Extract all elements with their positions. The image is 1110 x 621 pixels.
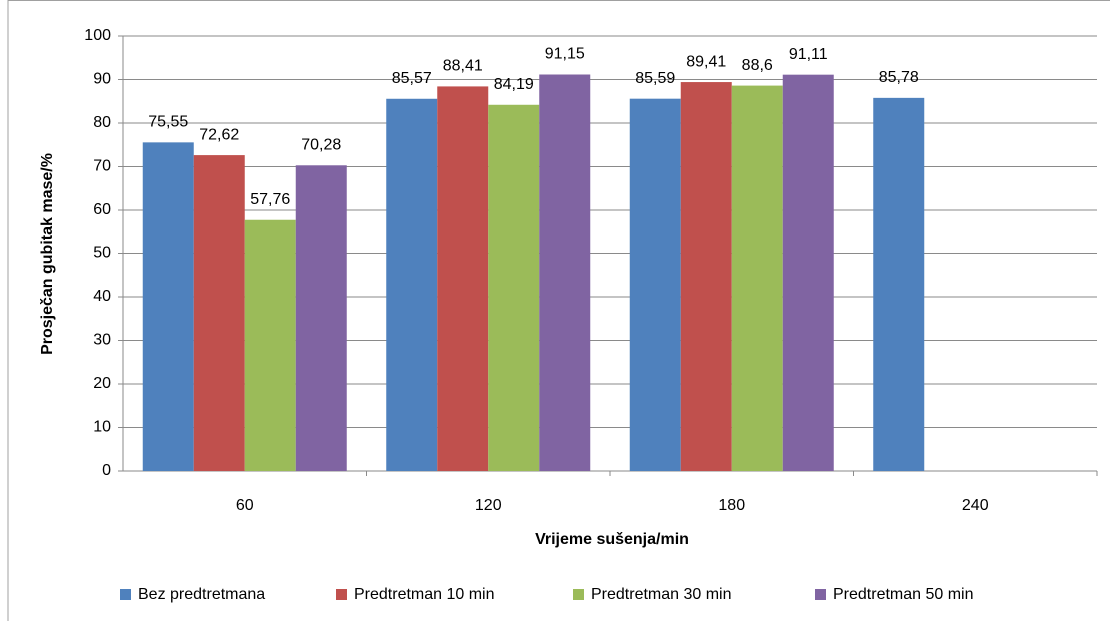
x-tick-label: 60 bbox=[236, 497, 254, 514]
y-tick-label: 70 bbox=[93, 158, 111, 175]
legend-label: Predtretman 30 min bbox=[591, 586, 732, 603]
y-tick-label: 60 bbox=[93, 201, 111, 218]
y-tick-label: 30 bbox=[93, 332, 111, 349]
legend-label: Bez predtretmana bbox=[138, 586, 265, 603]
bar bbox=[488, 104, 540, 471]
data-label: 91,15 bbox=[545, 46, 585, 63]
y-axis-title: Prosječan gubitak mase/% bbox=[39, 153, 56, 355]
y-tick-label: 0 bbox=[102, 462, 111, 479]
bar bbox=[295, 165, 347, 472]
legend-label: Predtretman 50 min bbox=[833, 586, 974, 603]
bar bbox=[782, 74, 834, 471]
data-label: 88,6 bbox=[742, 57, 773, 74]
bar bbox=[142, 142, 194, 472]
y-tick-label: 100 bbox=[84, 27, 111, 44]
bar bbox=[386, 98, 438, 471]
x-axis-title: Vrijeme sušenja/min bbox=[535, 531, 689, 548]
x-tick-label: 180 bbox=[718, 497, 745, 514]
y-tick-label: 10 bbox=[93, 419, 111, 436]
x-tick-label: 240 bbox=[962, 497, 989, 514]
y-tick-label: 50 bbox=[93, 245, 111, 262]
data-label: 70,28 bbox=[301, 137, 341, 154]
y-tick-label: 40 bbox=[93, 288, 111, 305]
y-tick-label: 80 bbox=[93, 114, 111, 131]
bar bbox=[244, 219, 296, 471]
bar bbox=[629, 98, 681, 471]
legend-label: Predtretman 10 min bbox=[354, 586, 495, 603]
data-label: 89,41 bbox=[686, 53, 726, 70]
data-label: 88,41 bbox=[443, 58, 483, 75]
legend-swatch bbox=[815, 589, 826, 600]
bar bbox=[539, 74, 591, 471]
data-label: 72,62 bbox=[199, 126, 239, 143]
data-label: 85,78 bbox=[879, 69, 919, 86]
x-tick-label: 120 bbox=[475, 497, 502, 514]
bar bbox=[680, 82, 732, 471]
data-label: 84,19 bbox=[494, 76, 534, 93]
y-tick-label: 90 bbox=[93, 71, 111, 88]
data-label: 57,76 bbox=[250, 191, 290, 208]
legend-swatch bbox=[336, 589, 347, 600]
data-label: 75,55 bbox=[148, 114, 188, 131]
legend-swatch bbox=[120, 589, 131, 600]
y-tick-label: 20 bbox=[93, 375, 111, 392]
data-label: 91,11 bbox=[789, 46, 828, 63]
bar bbox=[193, 155, 245, 471]
data-label: 85,57 bbox=[392, 70, 432, 87]
bar bbox=[873, 97, 925, 472]
bar bbox=[437, 86, 489, 471]
legend-swatch bbox=[573, 589, 584, 600]
data-label: 85,59 bbox=[635, 70, 675, 87]
bar bbox=[731, 85, 783, 471]
